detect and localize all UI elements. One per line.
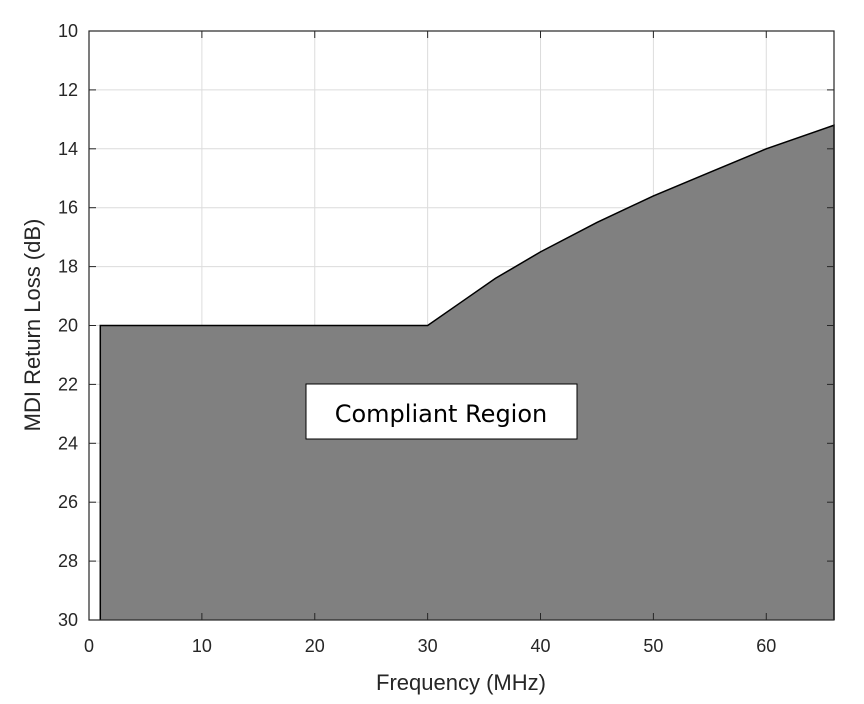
y-tick-label: 26 — [58, 492, 78, 512]
x-tick-labels: 0 10 20 30 40 50 60 — [84, 636, 776, 656]
y-tick-label: 12 — [58, 80, 78, 100]
x-axis-label: Frequency (MHz) — [376, 670, 546, 695]
x-tick-label: 20 — [305, 636, 325, 656]
annotation-label: Compliant Region — [335, 400, 548, 428]
x-tick-label: 50 — [643, 636, 663, 656]
x-tick-label: 0 — [84, 636, 94, 656]
y-tick-label: 22 — [58, 374, 78, 394]
annotation: Compliant Region — [305, 383, 578, 440]
y-tick-label: 10 — [58, 21, 78, 41]
x-tick-label: 60 — [756, 636, 776, 656]
limit-line — [99, 124, 835, 620]
y-tick-label: 18 — [58, 257, 78, 277]
x-tick-label: 40 — [530, 636, 550, 656]
annotation-box — [305, 383, 578, 440]
y-tick-label: 14 — [58, 139, 78, 159]
y-tick-labels: 10 12 14 16 18 20 22 24 26 28 30 — [58, 21, 78, 630]
x-tick-label: 10 — [192, 636, 212, 656]
compliant-region-fill — [100, 125, 834, 621]
y-tick-label: 24 — [58, 433, 78, 453]
y-tick-label: 28 — [58, 551, 78, 571]
x-tick-label: 30 — [418, 636, 438, 656]
y-tick-label: 20 — [58, 316, 78, 336]
ticks — [88, 30, 834, 621]
y-tick-label: 30 — [58, 610, 78, 630]
y-axis-label: MDI Return Loss (dB) — [20, 219, 45, 432]
y-tick-label: 16 — [58, 198, 78, 218]
